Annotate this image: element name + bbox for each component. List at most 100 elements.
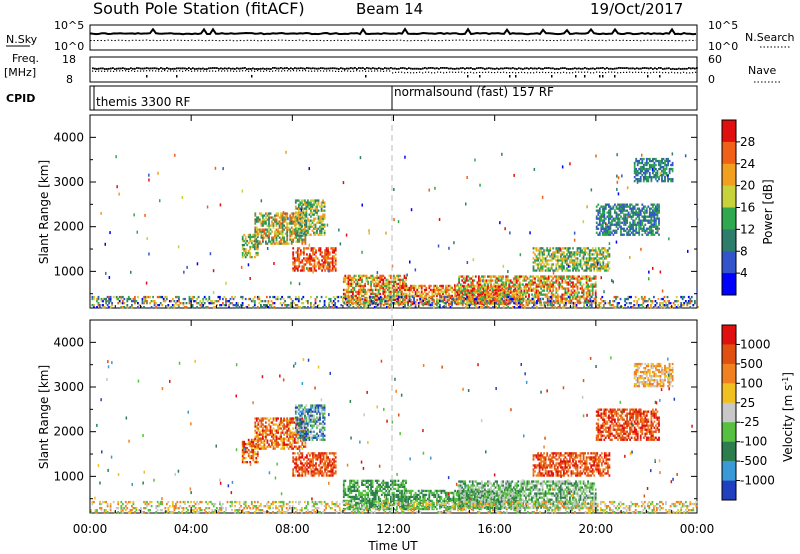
range-gate-cell	[629, 213, 631, 216]
range-gate-cell	[559, 285, 562, 288]
range-gate-cell	[399, 290, 401, 294]
range-gate-cell	[324, 253, 326, 256]
range-gate-cell	[458, 279, 460, 282]
range-gate-cell	[543, 283, 545, 286]
range-gate-cell	[576, 279, 579, 282]
range-gate-cell	[629, 215, 631, 218]
range-gate-cell	[559, 275, 562, 278]
range-gate-cell	[268, 214, 270, 217]
range-gate-cell	[331, 269, 334, 272]
range-gate-cell	[626, 219, 628, 222]
range-gate-cell	[482, 285, 485, 288]
range-gate-cell	[623, 213, 625, 216]
range-gate-cell	[334, 253, 337, 256]
range-gate-cell	[397, 292, 400, 296]
range-gate-cell	[255, 237, 258, 241]
range-gate-cell	[635, 209, 638, 212]
range-gate-cell	[286, 214, 289, 217]
range-gate-cell	[534, 301, 536, 304]
range-gate-cell	[567, 283, 570, 286]
range-gate-cell	[312, 251, 314, 254]
range-gate-cell	[653, 225, 656, 228]
range-gate-cell	[526, 285, 529, 288]
range-gate-cell	[483, 288, 485, 292]
range-gate-cell	[437, 302, 440, 305]
range-gate-cell	[376, 282, 379, 286]
freq-dot	[690, 67, 692, 70]
range-gate-cell	[452, 288, 455, 292]
range-gate-cell	[597, 203, 600, 206]
range-gate-cell	[653, 295, 655, 299]
range-gate-cell	[262, 222, 264, 225]
range-gate-cell	[588, 277, 591, 280]
range-gate-cell	[601, 223, 604, 226]
range-gate-cell	[642, 306, 645, 309]
range-gate-cell	[428, 284, 431, 288]
range-gate-cell	[635, 178, 638, 181]
range-gate-cell	[563, 297, 565, 300]
freq-dot	[478, 67, 480, 69]
range-gate-cell	[582, 247, 585, 250]
range-gate-cell	[367, 280, 369, 283]
range-gate-cell	[599, 263, 602, 266]
range-gate-cell	[593, 275, 596, 278]
range-gate-cell	[256, 251, 259, 255]
range-gate-cell	[386, 294, 389, 298]
range-gate-cell	[575, 251, 577, 254]
freq-dot	[96, 68, 98, 70]
range-gate-cell	[346, 288, 348, 292]
range-gate-cell	[523, 275, 526, 278]
range-gate-cell	[582, 295, 585, 298]
range-gate-cell	[423, 288, 426, 292]
range-gate-cell	[167, 306, 170, 309]
range-gate-cell	[465, 277, 468, 280]
range-gate-cell	[278, 224, 281, 227]
range-gate-cell	[319, 231, 321, 234]
range-gate-cell	[579, 279, 582, 282]
range-gate-cell	[570, 255, 573, 258]
range-gate-cell	[237, 302, 239, 305]
freq-dot	[224, 67, 226, 70]
range-gate-cell	[241, 256, 244, 259]
range-gate-cell	[388, 292, 391, 296]
range-gate-cell	[475, 300, 478, 303]
range-gate-cell	[493, 287, 495, 290]
range-gate-cell	[404, 292, 406, 296]
range-gate-cell	[346, 276, 348, 279]
range-gate-cell	[308, 221, 311, 224]
range-gate-cell	[358, 304, 361, 307]
range-gate-cell	[276, 295, 279, 299]
range-gate-cell	[382, 274, 385, 277]
range-gate-cell	[319, 219, 321, 222]
range-gate-cell	[243, 233, 246, 237]
range-gate-cell	[308, 219, 311, 222]
range-gate-cell	[529, 275, 532, 278]
range-gate-cell	[502, 295, 505, 298]
range-gate-cell	[358, 284, 360, 288]
range-gate-cell	[603, 265, 606, 268]
freq-dot	[380, 67, 382, 70]
range-gate-cell	[599, 267, 602, 270]
range-gate-cell	[494, 297, 497, 300]
range-gate-cell	[313, 213, 315, 216]
range-gate-cell	[549, 269, 552, 272]
range-gate-cell	[330, 247, 333, 250]
range-gate-cell	[575, 253, 577, 256]
range-gate-cell	[173, 306, 176, 309]
range-gate-cell	[572, 263, 574, 266]
range-gate-cell	[429, 304, 432, 307]
range-gate-cell	[581, 267, 583, 270]
freq-dot	[140, 67, 142, 70]
range-gate-cell	[642, 157, 645, 161]
range-gate-cell	[342, 278, 345, 281]
freq-dot	[592, 67, 594, 70]
nave-dot	[152, 70, 154, 72]
range-gate-cell	[552, 287, 555, 290]
range-gate-cell	[503, 291, 506, 294]
range-gate-cell	[569, 251, 571, 254]
range-gate-cell	[267, 302, 270, 305]
range-gate-cell	[570, 257, 573, 260]
range-gate-cell	[505, 291, 508, 294]
range-gate-cell	[323, 217, 326, 220]
range-gate-cell	[292, 212, 295, 215]
